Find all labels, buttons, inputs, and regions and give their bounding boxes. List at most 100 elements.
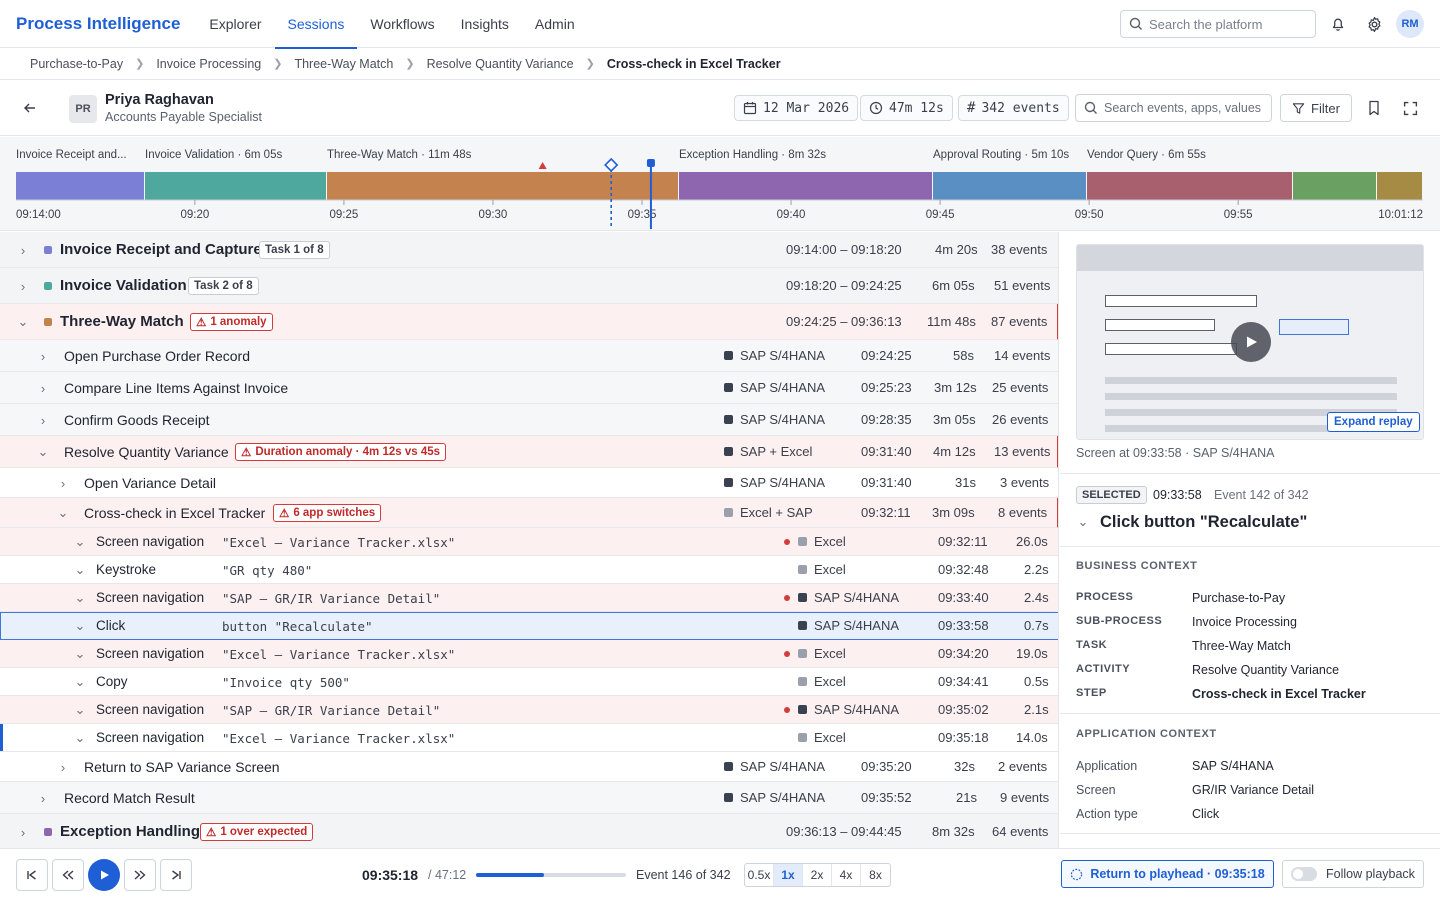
- follow-playback-toggle[interactable]: Follow playback: [1282, 860, 1424, 888]
- event-row[interactable]: ⌄ Screen navigation "SAP — GR/IR Varianc…: [0, 584, 1058, 612]
- timeline-segment[interactable]: [327, 172, 678, 200]
- nav-tab-insights[interactable]: Insights: [460, 15, 509, 32]
- breadcrumb-label[interactable]: Resolve Quantity Variance: [426, 56, 574, 71]
- playback-progress-bar[interactable]: [476, 873, 626, 877]
- speed-option-1x[interactable]: 1x: [774, 864, 803, 886]
- breadcrumb-item[interactable]: Invoice Processing ❯: [156, 57, 294, 71]
- chevron-down-icon[interactable]: ⌄: [74, 730, 86, 745]
- return-to-playhead-button[interactable]: Return to playhead · 09:35:18: [1061, 860, 1274, 888]
- event-duration: 2.1s: [1024, 702, 1049, 717]
- bell-icon[interactable]: [1328, 14, 1348, 34]
- step-row-cross-check-excel[interactable]: ⌄ Cross-check in Excel Tracker ⚠ 6 app sw…: [0, 498, 1058, 528]
- activity-row[interactable]: › Confirm Goods Receipt SAP S/4HANA 09:2…: [0, 404, 1058, 436]
- screen-replay-thumbnail[interactable]: Expand replay: [1076, 244, 1424, 440]
- nav-tab-workflows[interactable]: Workflows: [370, 15, 435, 32]
- fast-forward-button[interactable]: [124, 859, 156, 891]
- chevron-down-icon[interactable]: ⌄: [1077, 514, 1089, 529]
- breadcrumb-label[interactable]: Purchase-to-Pay: [30, 56, 124, 71]
- chevron-down-icon[interactable]: ⌄: [74, 646, 86, 661]
- nav-tab-explorer[interactable]: Explorer: [209, 15, 262, 32]
- app-name: SAP + Excel: [740, 444, 813, 459]
- timeline-segment[interactable]: [1087, 172, 1292, 200]
- chevron-right-icon[interactable]: ›: [20, 278, 26, 294]
- timeline-segment[interactable]: [933, 172, 1086, 200]
- event-row-current[interactable]: ⌄ Screen navigation "Excel — Variance Tr…: [0, 724, 1058, 752]
- speed-option-0-5x[interactable]: 0.5x: [745, 864, 774, 886]
- chevron-down-icon[interactable]: ⌄: [74, 674, 86, 689]
- breadcrumb-label[interactable]: Three-Way Match: [294, 56, 394, 71]
- chevron-down-icon[interactable]: ⌄: [37, 444, 49, 459]
- chevron-down-icon[interactable]: ⌄: [17, 314, 29, 329]
- event-value: button "Recalculate": [222, 619, 373, 634]
- timeline-segment[interactable]: [679, 172, 932, 200]
- chevron-right-icon[interactable]: ›: [40, 790, 46, 806]
- timeline-segment[interactable]: [145, 172, 326, 200]
- event-row[interactable]: ⌄ Copy "Invoice qty 500" Excel 09:34:41 …: [0, 668, 1058, 696]
- step-row[interactable]: › Open Variance Detail SAP S/4HANA 09:31…: [0, 468, 1058, 498]
- session-duration-chip: 47m 12s: [860, 95, 953, 121]
- timeline-segment[interactable]: [1377, 172, 1422, 200]
- timeline-segment[interactable]: [1293, 172, 1376, 200]
- play-pause-button[interactable]: [88, 859, 120, 891]
- skip-to-start-button[interactable]: [16, 859, 48, 891]
- step-row[interactable]: › Return to SAP Variance Screen SAP S/4H…: [0, 752, 1058, 782]
- nav-tab-sessions[interactable]: Sessions: [274, 0, 358, 49]
- timeline-chart[interactable]: Invoice Receipt and... Invoice Validation…: [0, 137, 1440, 231]
- chevron-right-icon[interactable]: ›: [40, 412, 46, 428]
- chevron-right-icon[interactable]: ›: [20, 242, 26, 258]
- task-row-exception-handling[interactable]: › Exception Handling ⚠ 1 over expected 09…: [0, 814, 1058, 848]
- breadcrumb-item[interactable]: Three-Way Match ❯: [294, 57, 426, 71]
- skip-to-end-button[interactable]: [160, 859, 192, 891]
- chevron-down-icon[interactable]: ⌄: [57, 505, 69, 520]
- global-search-input[interactable]: Search the platform: [1120, 10, 1316, 38]
- chevron-down-icon[interactable]: ⌄: [74, 618, 86, 633]
- activity-row[interactable]: › Record Match Result SAP S/4HANA 09:35:…: [0, 782, 1058, 814]
- breadcrumb-item[interactable]: Resolve Quantity Variance ❯: [427, 57, 607, 71]
- chevron-down-icon[interactable]: ⌄: [74, 590, 86, 605]
- activity-row-resolve-quantity-variance[interactable]: ⌄ Resolve Quantity Variance ⚠ Duration an…: [0, 436, 1058, 468]
- speed-option-8x[interactable]: 8x: [869, 868, 882, 882]
- activity-row[interactable]: › Open Purchase Order Record SAP S/4HANA…: [0, 340, 1058, 372]
- event-row[interactable]: ⌄ Screen navigation "Excel — Variance Tr…: [0, 640, 1058, 668]
- chevron-right-icon[interactable]: ›: [60, 475, 66, 491]
- activity-start-time: 09:28:35: [861, 412, 912, 427]
- expand-replay-button[interactable]: Expand replay: [1327, 412, 1420, 432]
- breadcrumb-label[interactable]: Invoice Processing: [156, 56, 262, 71]
- fullscreen-icon[interactable]: [1400, 98, 1420, 118]
- speed-option-2x[interactable]: 2x: [803, 864, 832, 886]
- timeline-segment[interactable]: [16, 172, 144, 200]
- excel-app-icon: [798, 537, 807, 546]
- nav-tab-admin[interactable]: Admin: [534, 15, 575, 32]
- event-search-input[interactable]: Search events, apps, values: [1075, 94, 1272, 122]
- chevron-right-icon[interactable]: ›: [40, 380, 46, 396]
- gear-icon[interactable]: [1364, 14, 1384, 34]
- breadcrumb-item[interactable]: Purchase-to-Pay ❯: [30, 57, 156, 71]
- event-row[interactable]: ⌄ Screen navigation "Excel — Variance Tr…: [0, 528, 1058, 556]
- chevron-down-icon[interactable]: ⌄: [74, 534, 86, 549]
- rewind-button[interactable]: [52, 859, 84, 891]
- event-row-selected[interactable]: ⌄ Click button "Recalculate" SAP S/4HANA…: [0, 612, 1058, 640]
- bookmark-icon[interactable]: [1364, 98, 1384, 118]
- session-user-role: Accounts Payable Specialist: [105, 110, 263, 124]
- event-row[interactable]: ⌄ Keystroke "GR qty 480" Excel 09:32:48 …: [0, 556, 1058, 584]
- chevron-down-icon[interactable]: ⌄: [74, 702, 86, 717]
- filter-button[interactable]: Filter: [1280, 94, 1352, 122]
- chevron-down-icon[interactable]: ⌄: [74, 562, 86, 577]
- brand-logo[interactable]: Process Intelligence: [16, 13, 181, 33]
- chevron-right-icon[interactable]: ›: [40, 348, 46, 364]
- back-arrow-icon[interactable]: [20, 98, 40, 118]
- chevron-right-icon: ❯: [405, 58, 415, 70]
- task-row-invoice-validation[interactable]: › Invoice Validation Task 2 of 8 09:18:2…: [0, 268, 1058, 304]
- playhead-handle[interactable]: [646, 159, 655, 167]
- event-row[interactable]: ⌄ Screen navigation "SAP — GR/IR Varianc…: [0, 696, 1058, 724]
- chevron-right-icon[interactable]: ›: [20, 824, 26, 840]
- toggle-switch[interactable]: [1291, 867, 1317, 881]
- play-icon[interactable]: [1231, 322, 1271, 362]
- task-row-three-way-match[interactable]: ⌄ Three-Way Match ⚠ 1 anomaly 09:24:25 – …: [0, 304, 1058, 340]
- chevron-right-icon[interactable]: ›: [60, 759, 66, 775]
- session-timeline[interactable]: Invoice Receipt and... Invoice Validation…: [0, 137, 1440, 231]
- speed-option-4x[interactable]: 4x: [832, 864, 861, 886]
- user-avatar[interactable]: RM: [1396, 10, 1424, 38]
- task-row-invoice-receipt[interactable]: › Invoice Receipt and Capture Task 1 of …: [0, 232, 1058, 268]
- activity-row[interactable]: › Compare Line Items Against Invoice SAP…: [0, 372, 1058, 404]
